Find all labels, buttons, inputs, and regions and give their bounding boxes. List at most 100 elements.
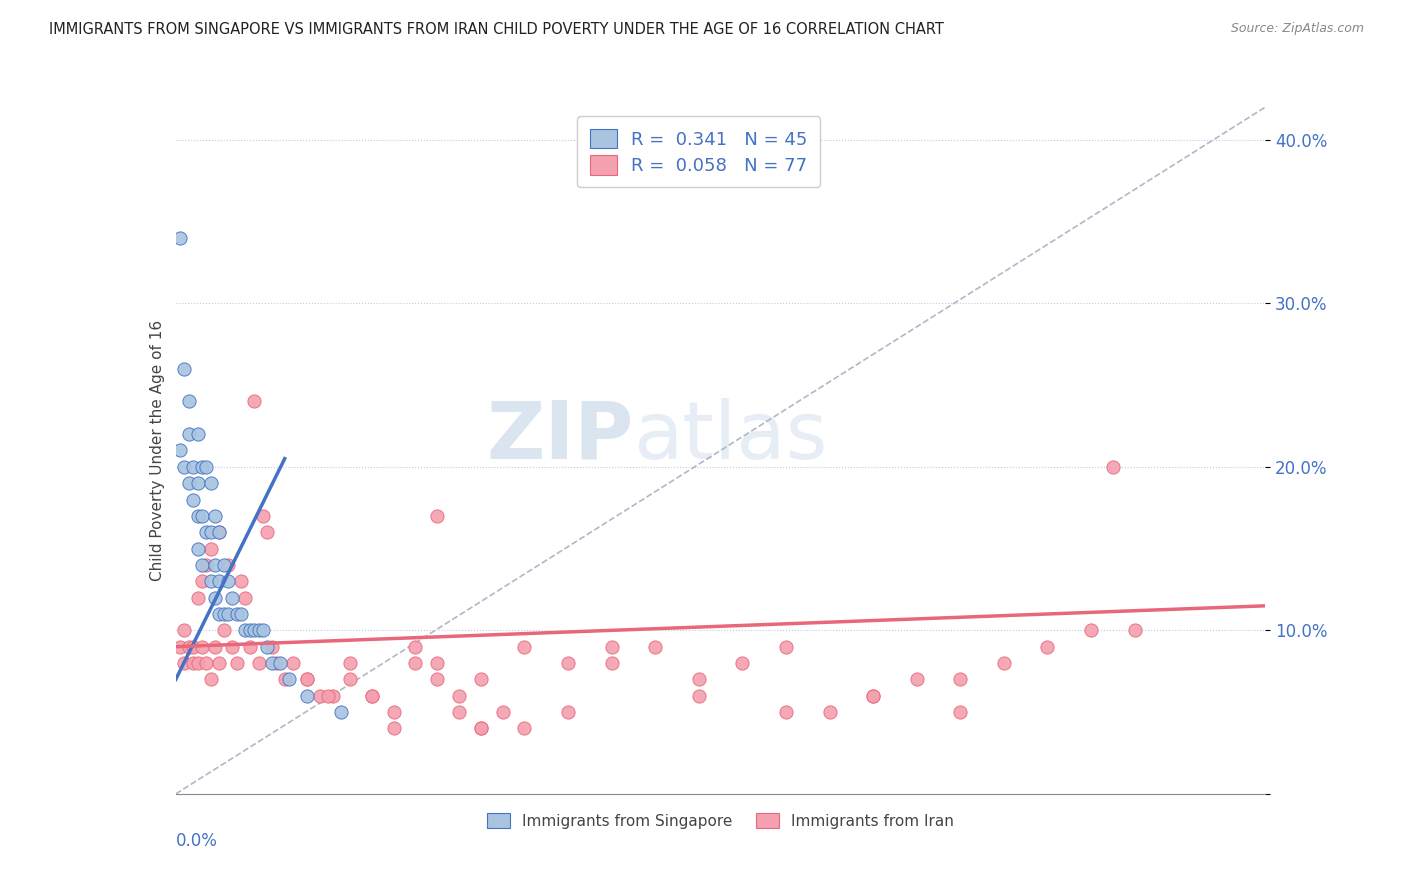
Point xyxy=(195,558,218,572)
Point xyxy=(426,656,449,670)
Point xyxy=(173,361,195,376)
Point xyxy=(339,656,361,670)
Point xyxy=(600,656,623,670)
Point xyxy=(382,722,405,736)
Point xyxy=(513,640,536,654)
Point xyxy=(186,427,209,442)
Point xyxy=(308,689,330,703)
Point xyxy=(405,640,427,654)
Legend: Immigrants from Singapore, Immigrants from Iran: Immigrants from Singapore, Immigrants fr… xyxy=(478,804,963,838)
Point xyxy=(235,624,257,638)
Point xyxy=(818,705,841,719)
Point xyxy=(217,607,239,621)
Point xyxy=(186,656,209,670)
Point xyxy=(330,705,353,719)
Point xyxy=(200,673,222,687)
Point xyxy=(169,231,191,245)
Text: Source: ZipAtlas.com: Source: ZipAtlas.com xyxy=(1230,22,1364,36)
Point xyxy=(731,656,754,670)
Point xyxy=(169,443,191,458)
Point xyxy=(295,673,318,687)
Point xyxy=(447,705,470,719)
Point xyxy=(191,508,214,523)
Point xyxy=(862,689,884,703)
Point xyxy=(470,722,492,736)
Point xyxy=(221,591,243,605)
Point xyxy=(195,656,218,670)
Point xyxy=(1036,640,1059,654)
Point xyxy=(200,476,222,491)
Point xyxy=(775,705,797,719)
Point xyxy=(993,656,1015,670)
Point xyxy=(169,640,191,654)
Point xyxy=(181,656,204,670)
Point xyxy=(688,673,710,687)
Point xyxy=(318,689,340,703)
Point xyxy=(181,640,204,654)
Point xyxy=(225,656,247,670)
Point xyxy=(243,624,266,638)
Point xyxy=(470,722,492,736)
Point xyxy=(644,640,666,654)
Point xyxy=(360,689,382,703)
Text: atlas: atlas xyxy=(633,398,828,475)
Point xyxy=(256,640,278,654)
Point xyxy=(177,640,200,654)
Point xyxy=(264,656,287,670)
Point xyxy=(426,508,449,523)
Point xyxy=(186,476,209,491)
Point xyxy=(200,574,222,589)
Point xyxy=(212,624,235,638)
Point xyxy=(600,640,623,654)
Point xyxy=(239,624,262,638)
Point xyxy=(339,673,361,687)
Point xyxy=(278,673,301,687)
Point xyxy=(221,640,243,654)
Point xyxy=(235,591,257,605)
Point xyxy=(269,656,291,670)
Point xyxy=(177,394,200,409)
Point xyxy=(191,459,214,474)
Point xyxy=(186,508,209,523)
Point xyxy=(208,525,231,540)
Point xyxy=(195,459,218,474)
Point xyxy=(775,640,797,654)
Point xyxy=(200,525,222,540)
Text: ZIP: ZIP xyxy=(486,398,633,475)
Point xyxy=(382,705,405,719)
Point xyxy=(204,640,226,654)
Point xyxy=(247,624,270,638)
Point xyxy=(177,427,200,442)
Point xyxy=(204,508,226,523)
Point xyxy=(688,689,710,703)
Y-axis label: Child Poverty Under the Age of 16: Child Poverty Under the Age of 16 xyxy=(149,320,165,581)
Point xyxy=(295,689,318,703)
Point xyxy=(274,673,297,687)
Point xyxy=(173,656,195,670)
Point xyxy=(191,558,214,572)
Point xyxy=(186,541,209,556)
Point xyxy=(173,624,195,638)
Point xyxy=(405,656,427,670)
Point xyxy=(260,640,283,654)
Point xyxy=(231,607,253,621)
Point xyxy=(252,624,274,638)
Point xyxy=(949,705,972,719)
Point xyxy=(557,705,579,719)
Point xyxy=(322,689,344,703)
Point xyxy=(204,558,226,572)
Point xyxy=(426,673,449,687)
Point xyxy=(217,558,239,572)
Point xyxy=(231,574,253,589)
Point xyxy=(1102,459,1125,474)
Point xyxy=(260,656,283,670)
Point xyxy=(283,656,305,670)
Point xyxy=(225,607,247,621)
Point xyxy=(239,640,262,654)
Point xyxy=(252,508,274,523)
Point xyxy=(256,525,278,540)
Point xyxy=(1123,624,1146,638)
Point xyxy=(447,689,470,703)
Point xyxy=(557,656,579,670)
Point xyxy=(177,476,200,491)
